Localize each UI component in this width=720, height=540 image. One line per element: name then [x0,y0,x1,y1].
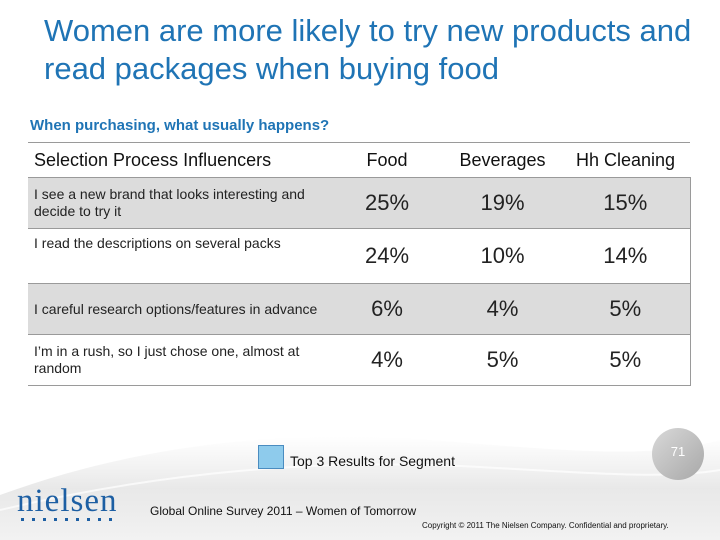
slide-subtitle: When purchasing, what usually happens? [30,117,330,134]
influencers-table: Selection Process Influencers Food Bever… [28,142,691,386]
cell-beverages: 4% [444,283,561,335]
legend-swatch [258,445,284,469]
table-row: I careful research options/features in a… [28,283,691,335]
page-number: 71 [670,444,686,459]
column-header-beverages: Beverages [444,142,561,178]
cell-beverages: 10% [444,228,561,284]
row-label: I read the descriptions on several packs [28,228,330,284]
cell-hh-cleaning: 5% [561,283,691,335]
legend: Top 3 Results for Segment [258,445,455,469]
cell-food: 25% [330,177,444,229]
table-row: I read the descriptions on several packs… [28,228,691,284]
page-number-circle [652,428,704,480]
copyright-notice: Copyright © 2011 The Nielsen Company. Co… [422,521,669,530]
column-header-influencers: Selection Process Influencers [28,142,330,178]
cell-hh-cleaning: 15% [561,177,691,229]
table-row: I’m in a rush, so I just chose one, almo… [28,334,691,386]
row-label: I careful research options/features in a… [28,283,330,335]
nielsen-logo: nielsen [17,483,118,521]
table-row: I see a new brand that looks interesting… [28,177,691,229]
column-header-food: Food [330,142,444,178]
row-label: I see a new brand that looks interesting… [28,177,330,229]
slide-title: Women are more likely to try new product… [44,13,692,86]
cell-beverages: 19% [444,177,561,229]
footer-wave-graphic [0,428,720,540]
logo-wordmark: nielsen [17,483,118,519]
logo-dots [17,518,117,521]
row-label: I’m in a rush, so I just chose one, almo… [28,334,330,386]
survey-source: Global Online Survey 2011 – Women of Tom… [150,504,417,518]
cell-hh-cleaning: 5% [561,334,691,386]
table-header-row: Selection Process Influencers Food Bever… [28,142,690,178]
cell-food: 4% [330,334,444,386]
cell-beverages: 5% [444,334,561,386]
column-header-hh-cleaning: Hh Cleaning [561,142,690,178]
cell-food: 6% [330,283,444,335]
cell-hh-cleaning: 14% [561,228,691,284]
cell-food: 24% [330,228,444,284]
legend-label: Top 3 Results for Segment [290,453,455,469]
